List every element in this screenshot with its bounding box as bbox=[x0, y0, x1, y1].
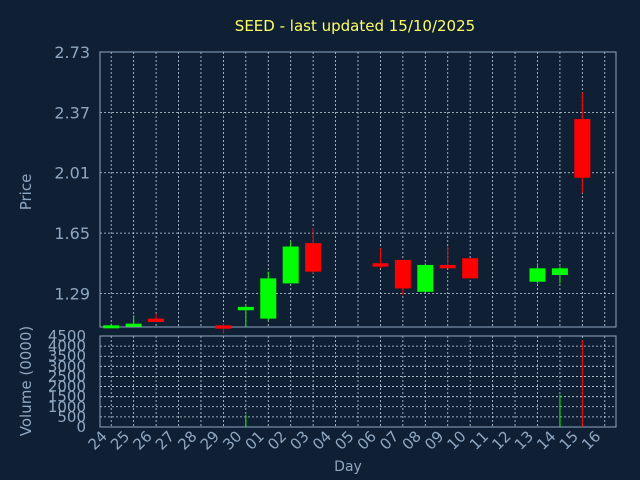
candle-body bbox=[237, 306, 254, 311]
volume-tick-label: 2500 bbox=[48, 367, 86, 385]
volume-tick-label: 3500 bbox=[48, 347, 86, 365]
volume-bars bbox=[245, 340, 583, 427]
volume-tick-label: 4000 bbox=[48, 337, 86, 355]
volume-tick-label: 1500 bbox=[48, 388, 86, 406]
chart-title: SEED - last updated 15/10/2025 bbox=[235, 17, 475, 35]
volume-plot-frame bbox=[99, 335, 617, 428]
candle-body bbox=[148, 318, 165, 322]
candle-body bbox=[125, 323, 142, 327]
price-tick-label: 1.29 bbox=[54, 284, 90, 303]
candle-body bbox=[551, 268, 568, 276]
price-tick-label: 2.01 bbox=[54, 164, 90, 183]
volume-axis-label: Volume (0000) bbox=[17, 326, 35, 436]
candles bbox=[103, 92, 591, 334]
volume-tick-label: 3000 bbox=[48, 357, 86, 375]
candle-body bbox=[215, 325, 232, 329]
price-plot-frame bbox=[99, 51, 617, 328]
volume-tick-label: 4500 bbox=[48, 327, 86, 345]
candle-body bbox=[574, 119, 591, 178]
candle-body bbox=[305, 243, 322, 272]
candle-body bbox=[103, 325, 120, 329]
candle-body bbox=[372, 263, 389, 267]
plot-frames bbox=[99, 51, 617, 428]
candle-body bbox=[260, 278, 277, 319]
candle-body bbox=[529, 268, 546, 282]
candle-body bbox=[439, 264, 456, 269]
grid bbox=[100, 51, 616, 428]
candle-body bbox=[394, 259, 411, 289]
volume-tick-label: 0 bbox=[76, 418, 86, 436]
price-tick-label: 2.37 bbox=[54, 103, 90, 122]
price-axis-label: Price bbox=[17, 174, 35, 211]
price-tick-label: 2.73 bbox=[54, 43, 90, 62]
price-tick-labels: 1.29 1.65 2.01 2.37 2.73 bbox=[54, 43, 90, 303]
x-tick-label: 16 bbox=[578, 427, 604, 453]
price-tick-label: 1.65 bbox=[54, 224, 90, 243]
candle-body bbox=[462, 258, 479, 279]
volume-tick-label: 500 bbox=[57, 408, 86, 426]
candle-body bbox=[417, 264, 434, 292]
x-tick-labels: 2425262728293001020304050607080910111213… bbox=[85, 427, 605, 453]
candle-body bbox=[282, 246, 299, 284]
x-axis-label: Day bbox=[334, 459, 362, 475]
volume-tick-label: 1000 bbox=[48, 398, 86, 416]
volume-tick-label: 2000 bbox=[48, 378, 86, 396]
